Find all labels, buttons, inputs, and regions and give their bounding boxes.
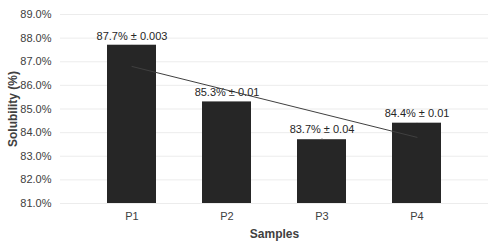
svg-text:84.0%: 84.0% [20,126,51,138]
svg-text:82.0%: 82.0% [20,173,51,185]
svg-text:87.7% ± 0.003: 87.7% ± 0.003 [97,30,168,42]
svg-text:88.0%: 88.0% [20,32,51,44]
svg-text:81.0%: 81.0% [20,197,51,209]
svg-text:83.7% ± 0.04: 83.7% ± 0.04 [290,123,355,135]
svg-text:P2: P2 [220,210,233,222]
svg-text:89.0%: 89.0% [20,8,51,20]
svg-text:Samples: Samples [250,227,300,241]
svg-text:Solubility (%): Solubility (%) [6,71,20,147]
svg-text:85.3% ± 0.01: 85.3% ± 0.01 [195,86,260,98]
svg-text:84.4% ± 0.01: 84.4% ± 0.01 [385,107,450,119]
svg-text:86.0%: 86.0% [20,79,51,91]
svg-text:P1: P1 [125,210,138,222]
svg-text:P4: P4 [410,210,423,222]
svg-text:83.0%: 83.0% [20,150,51,162]
svg-text:85.0%: 85.0% [20,103,51,115]
svg-text:P3: P3 [315,210,328,222]
svg-text:87.0%: 87.0% [20,55,51,67]
